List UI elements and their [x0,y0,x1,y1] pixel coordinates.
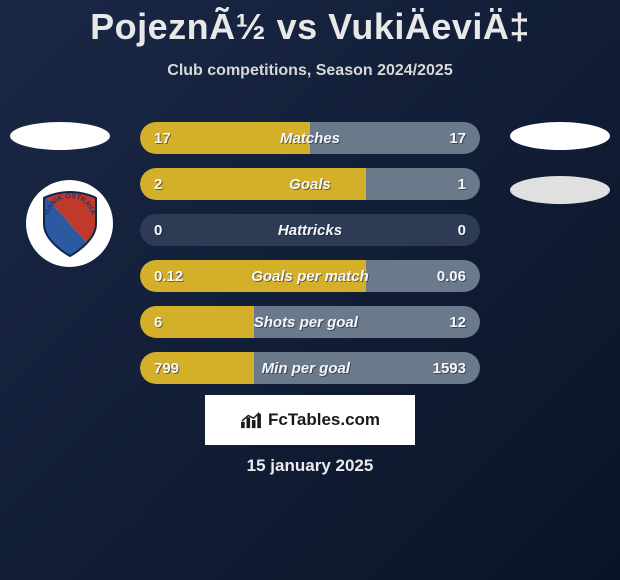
stat-value-right: 12 [449,314,466,331]
date-label: 15 january 2025 [0,456,620,476]
stat-label: Shots per goal [162,314,449,331]
stat-label: Hattricks [162,222,457,239]
stat-value-right: 17 [449,130,466,147]
fctables-chart-icon [240,411,262,429]
banik-ostrava-shield-icon: BANÍK OSTRAVA [40,190,100,258]
watermark[interactable]: FcTables.com [205,395,415,445]
stats-table: 17Matches17 2Goals1 0Hattricks0 0.12Goals p… [140,122,480,398]
stat-value-left: 2 [154,176,162,193]
stat-value-left: 0.12 [154,268,183,285]
stat-value-right: 0 [458,222,466,239]
avatar-placeholder-left [10,122,110,150]
stat-label: Min per goal [179,360,433,377]
stat-row: 0.12Goals per match0.06 [140,260,480,292]
subtitle: Club competitions, Season 2024/2025 [0,62,620,80]
stat-value-left: 0 [154,222,162,239]
stat-value-left: 6 [154,314,162,331]
stat-label: Matches [171,130,450,147]
stat-value-right: 1593 [433,360,466,377]
stat-row: 6Shots per goal12 [140,306,480,338]
avatar-placeholder-right-2 [510,176,610,204]
stat-row: 2Goals1 [140,168,480,200]
stat-value-right: 1 [458,176,466,193]
club-logo-left: BANÍK OSTRAVA [26,180,113,267]
avatar-placeholder-right [510,122,610,150]
stat-value-right: 0.06 [437,268,466,285]
watermark-text: FcTables.com [268,410,380,430]
page-title: PojeznÃ½ vs VukiÄeviÄ‡ [0,0,620,48]
stat-label: Goals per match [183,268,437,285]
stat-label: Goals [162,176,457,193]
stat-row: 17Matches17 [140,122,480,154]
stat-value-left: 17 [154,130,171,147]
stat-value-left: 799 [154,360,179,377]
stat-row: 799Min per goal1593 [140,352,480,384]
stat-row: 0Hattricks0 [140,214,480,246]
